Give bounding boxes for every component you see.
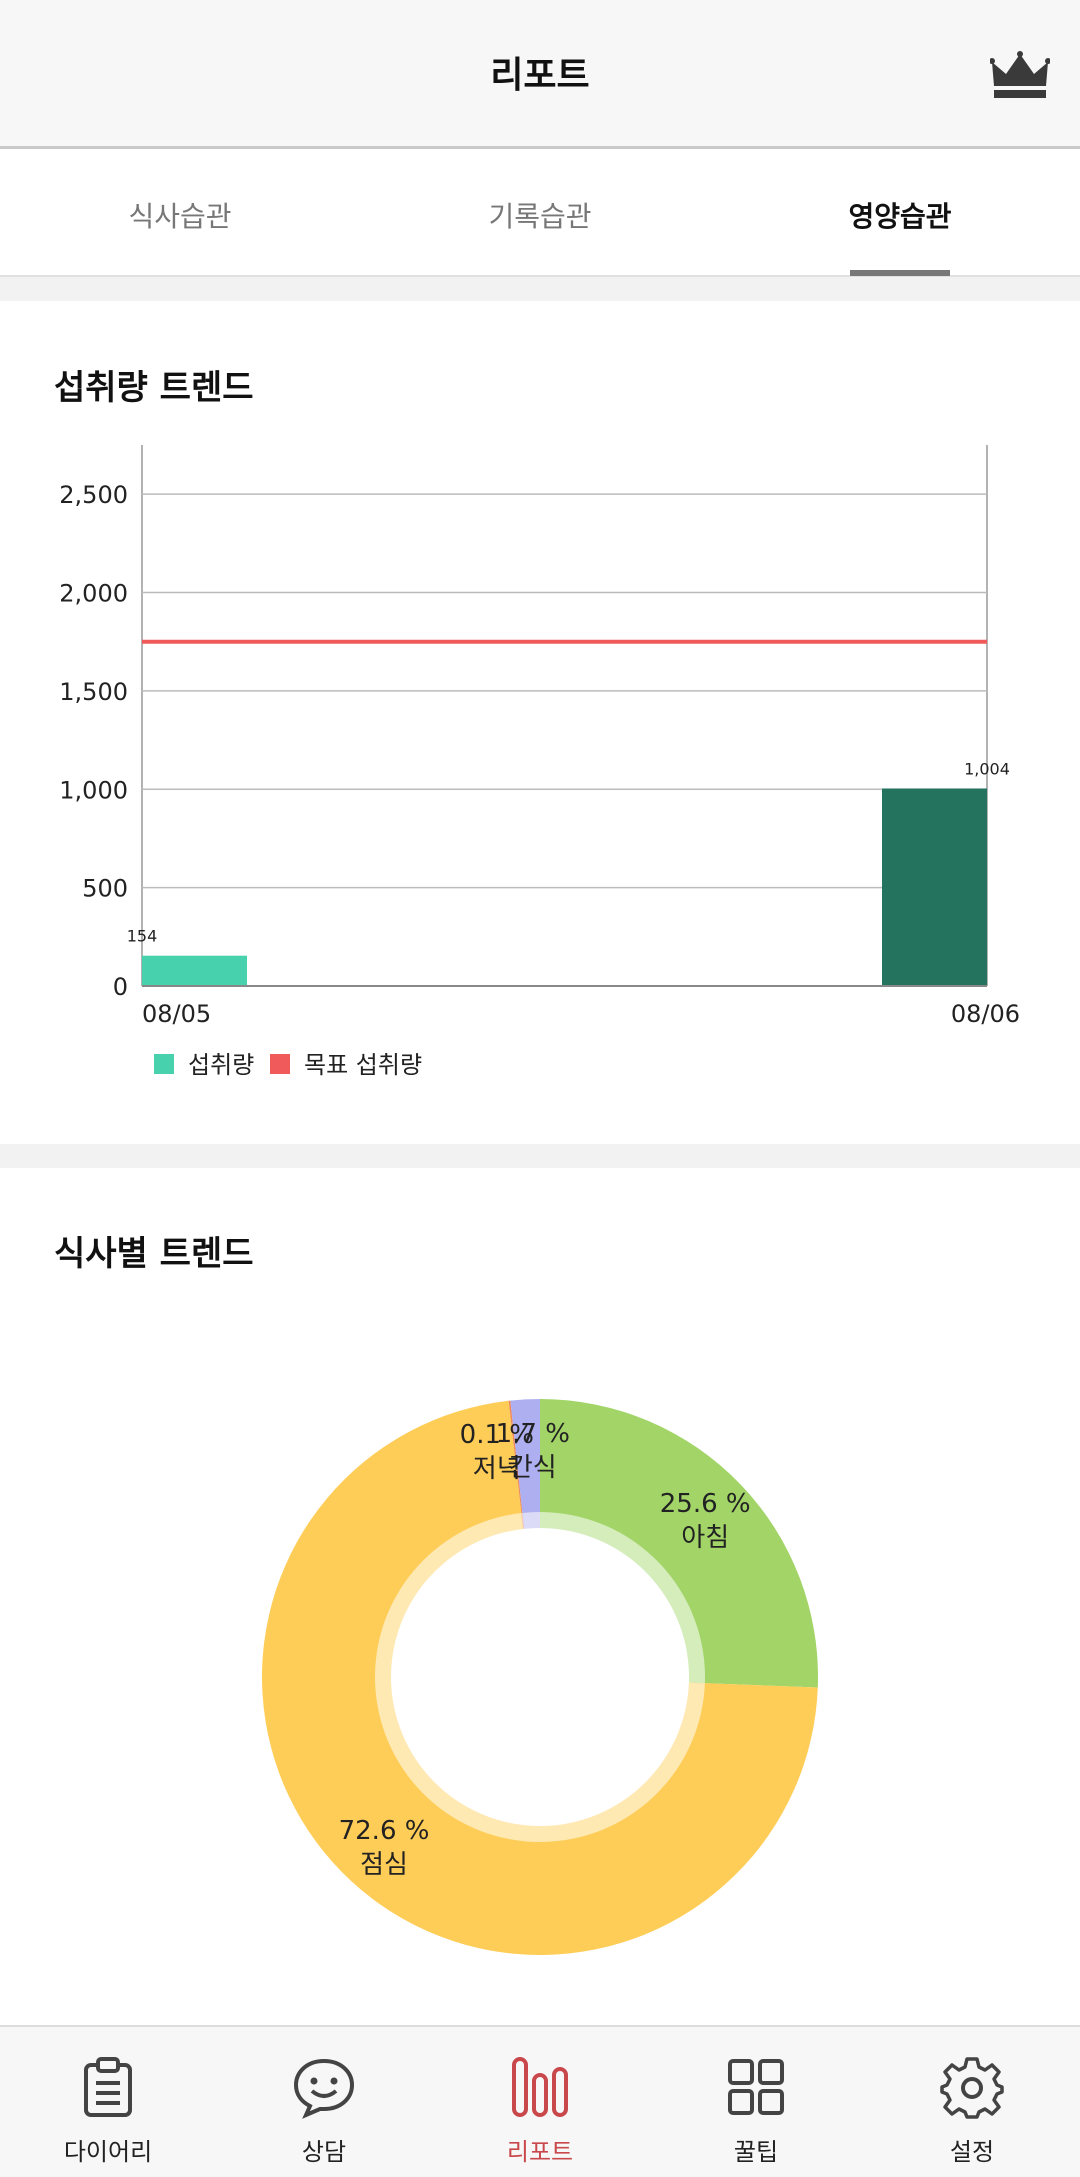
bar (882, 788, 987, 986)
donut-slice (540, 1399, 819, 1688)
meal-trend-title: 식사별 트렌드 (54, 1234, 254, 1274)
y-tick-label: 0 (113, 973, 128, 1001)
nav-label: 다이어리 (63, 2138, 153, 2166)
meal-donut-chart: 25.6 % 아침 72.6 % 점심 0.1 % 저녁 1.7 % 간식 (262, 1399, 819, 1955)
tab-nutrition-habit[interactable]: 영양습관 (848, 200, 952, 233)
nav-label: 꿀팁 (733, 2138, 779, 2166)
app-header: 리포트 (0, 0, 1080, 149)
bottom-navigation: 다이어리 상담 리포트 꿀팁 설정 (0, 2025, 1080, 2177)
y-tick-label: 1,500 (59, 678, 128, 706)
tab-meal-habit[interactable]: 식사습관 (128, 200, 232, 233)
nav-diary[interactable]: 다이어리 (0, 2027, 216, 2177)
bar-data-label: 154 (127, 927, 158, 946)
y-tick-label: 1,000 (59, 776, 128, 804)
y-tick-label: 500 (82, 875, 128, 903)
slice-name-label: 아침 (681, 1523, 729, 1553)
donut-slice (510, 1399, 540, 1528)
donut-inner-ring (522, 1512, 540, 1529)
intake-trend-title: 섭취량 트렌드 (54, 368, 254, 408)
slice-percent-label: 0.1 % (460, 1420, 534, 1450)
bar-report-icon (512, 2057, 568, 2117)
x-tick-label: 08/05 (142, 1000, 211, 1028)
active-tab-indicator (850, 270, 950, 276)
legend-swatch-target (270, 1054, 290, 1074)
bar (142, 955, 247, 986)
y-tick-label: 2,500 (59, 481, 128, 509)
donut-inner-ring (521, 1512, 525, 1529)
crown-icon[interactable] (990, 50, 1050, 100)
nav-counsel[interactable]: 상담 (216, 2027, 432, 2177)
intake-bar-chart: 0 500 1,000 1,500 2,000 2,500 154 1,004 08/05 08/… (59, 445, 1020, 1079)
slice-name-label: 점심 (360, 1850, 408, 1880)
tab-record-habit[interactable]: 기록습관 (488, 200, 592, 233)
slice-percent-label: 1.7 % (496, 1419, 570, 1449)
gear-icon (940, 2057, 1004, 2119)
slice-percent-label: 72.6 % (339, 1816, 430, 1846)
y-tick-label: 2,000 (59, 580, 128, 608)
grid-icon (728, 2059, 784, 2115)
nav-settings[interactable]: 설정 (864, 2027, 1080, 2177)
page-title: 리포트 (490, 55, 590, 96)
nav-label: 상담 (301, 2138, 347, 2166)
clipboard-icon (84, 2057, 132, 2117)
slice-percent-label: 25.6 % (660, 1489, 751, 1519)
legend-label-intake: 섭취량 (188, 1051, 254, 1079)
legend-label-target: 목표 섭취량 (304, 1051, 422, 1079)
section-divider (0, 277, 1080, 301)
nav-label: 설정 (949, 2138, 995, 2166)
x-tick-label: 08/06 (951, 1000, 1020, 1028)
legend-swatch-intake (154, 1054, 174, 1074)
slice-name-label: 간식 (509, 1453, 557, 1483)
donut-inner-ring (540, 1512, 705, 1684)
nav-report[interactable]: 리포트 (432, 2027, 648, 2177)
bar-data-label: 1,004 (964, 759, 1010, 778)
donut-slice (508, 1400, 525, 1528)
nav-label: 리포트 (506, 2138, 574, 2166)
donut-slice (262, 1400, 818, 1955)
nav-tips[interactable]: 꿀팁 (648, 2027, 864, 2177)
slice-name-label: 저녁 (473, 1454, 521, 1484)
section-divider (0, 1144, 1080, 1168)
report-tabs: 식사습관 기록습관 영양습관 (0, 149, 1080, 277)
chat-smile-icon (293, 2058, 355, 2119)
